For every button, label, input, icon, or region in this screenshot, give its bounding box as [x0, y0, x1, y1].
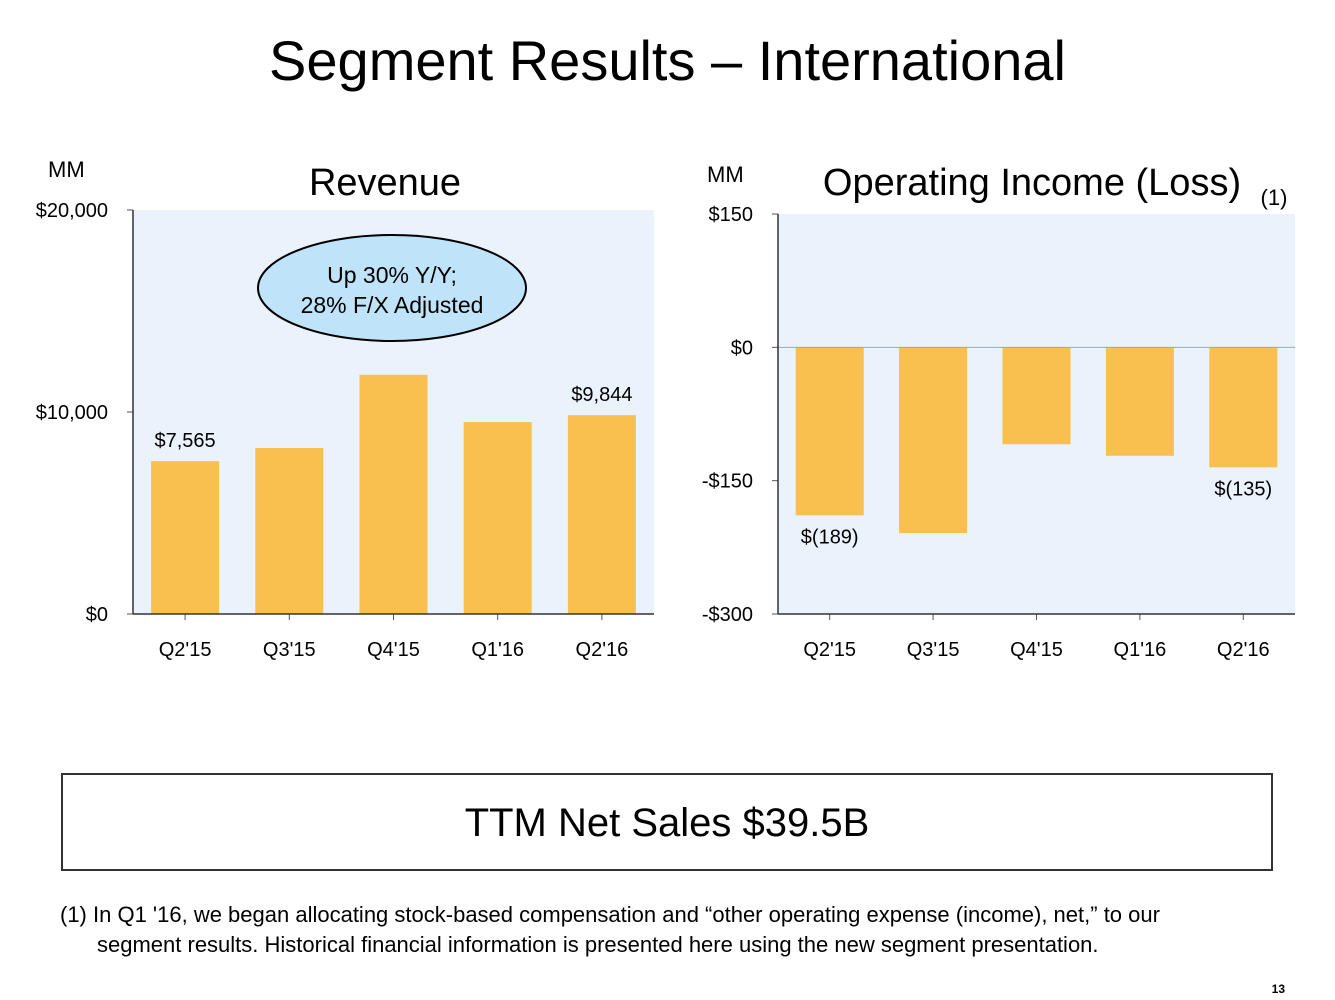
footnote: (1) In Q1 '16, we began allocating stock…: [60, 900, 1300, 960]
data-label: $7,565: [155, 430, 216, 452]
ttm-box: TTM Net Sales $39.5B: [61, 773, 1273, 871]
y-tick-label: $20,000: [36, 200, 108, 222]
x-tick-label: Q1'16: [471, 639, 524, 661]
bar-Q1'16: [463, 422, 532, 614]
annotation-line-2: 28% F/X Adjusted: [301, 292, 484, 318]
x-tick-label: Q2'16: [576, 639, 629, 661]
bar-Q4'15: [359, 374, 428, 614]
data-label: $(135): [1214, 478, 1272, 500]
footnote-marker: (1): [1261, 185, 1288, 210]
page-number: 13: [1271, 982, 1285, 996]
y-tick-label: $0: [731, 337, 753, 359]
x-tick-label: Q4'15: [1010, 639, 1063, 661]
x-tick-label: Q2'16: [1217, 639, 1270, 661]
x-tick-label: Q2'15: [159, 639, 212, 661]
bar-Q3'15: [255, 447, 324, 614]
chart-title: Operating Income (Loss): [823, 162, 1241, 204]
page-title: Segment Results – International: [269, 29, 1066, 92]
data-label: $9,844: [571, 384, 632, 406]
unit-label: MM: [707, 162, 744, 187]
y-tick-label: $0: [86, 604, 108, 626]
chart-title: Revenue: [309, 162, 461, 204]
bar-Q4'15: [1002, 347, 1071, 445]
y-tick-label: $150: [709, 204, 754, 226]
x-tick-label: Q3'15: [907, 639, 960, 661]
bar-Q2'16: [1209, 347, 1278, 468]
y-tick-label: -$300: [702, 604, 753, 626]
x-tick-label: Q2'15: [803, 639, 856, 661]
y-tick-label: $10,000: [36, 402, 108, 424]
bar-Q2'15: [151, 461, 220, 614]
bar-Q2'16: [567, 415, 636, 614]
x-tick-label: Q4'15: [367, 639, 420, 661]
footnote-line-1: (1) In Q1 '16, we began allocating stock…: [60, 902, 1160, 927]
x-tick-label: Q1'16: [1114, 639, 1167, 661]
data-label: $(189): [801, 526, 859, 548]
annotation-line-1: Up 30% Y/Y;: [327, 262, 457, 288]
annotation-bubble: [257, 234, 527, 342]
unit-label: MM: [48, 157, 85, 182]
bar-Q3'15: [899, 347, 968, 534]
y-tick-label: -$150: [702, 471, 753, 493]
charts: Revenue MM $0 $10,000 $20,000 Q2'15 $7,565 Q3'1…: [36, 157, 1295, 661]
footnote-line-2: segment results. Historical financial in…: [97, 932, 1099, 957]
x-tick-label: Q3'15: [263, 639, 316, 661]
bar-Q2'15: [795, 347, 864, 516]
bar-Q1'16: [1105, 347, 1174, 456]
